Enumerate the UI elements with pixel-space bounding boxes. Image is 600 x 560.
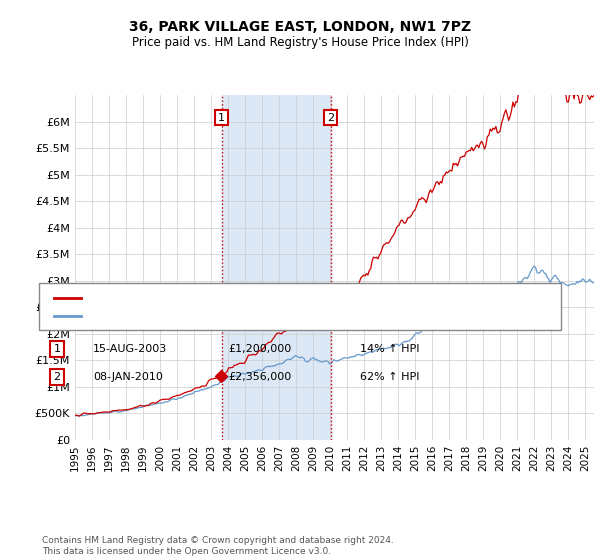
Text: Contains HM Land Registry data © Crown copyright and database right 2024.
This d: Contains HM Land Registry data © Crown c…	[42, 536, 394, 556]
Text: 1: 1	[218, 113, 225, 123]
Text: 15-AUG-2003: 15-AUG-2003	[93, 344, 167, 354]
Text: 62% ↑ HPI: 62% ↑ HPI	[360, 372, 419, 382]
Text: 08-JAN-2010: 08-JAN-2010	[93, 372, 163, 382]
Text: 14% ↑ HPI: 14% ↑ HPI	[360, 344, 419, 354]
Text: 2: 2	[327, 113, 334, 123]
Text: 1: 1	[53, 344, 61, 354]
Text: 36, PARK VILLAGE EAST, LONDON, NW1 7PZ: 36, PARK VILLAGE EAST, LONDON, NW1 7PZ	[129, 20, 471, 34]
Text: £2,356,000: £2,356,000	[228, 372, 291, 382]
Text: £1,200,000: £1,200,000	[228, 344, 291, 354]
Text: 36, PARK VILLAGE EAST, LONDON, NW1 7PZ (detached house): 36, PARK VILLAGE EAST, LONDON, NW1 7PZ (…	[87, 293, 412, 303]
Text: 2: 2	[53, 372, 61, 382]
Text: Price paid vs. HM Land Registry's House Price Index (HPI): Price paid vs. HM Land Registry's House …	[131, 36, 469, 49]
Bar	[221, 95, 331, 440]
Text: HPI: Average price, detached house, Camden: HPI: Average price, detached house, Camd…	[87, 311, 323, 321]
